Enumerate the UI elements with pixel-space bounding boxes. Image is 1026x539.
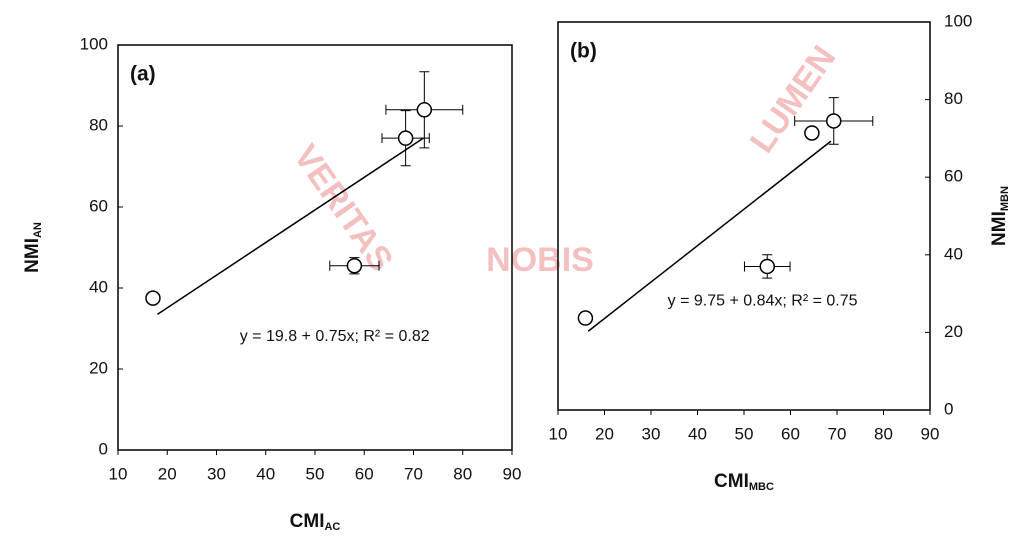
x-tick-label: 50 — [306, 464, 325, 483]
x-tick-label: 90 — [921, 424, 940, 443]
y-tick-label: 80 — [944, 89, 963, 108]
annotation: y = 9.75 + 0.84x; R² = 0.75 — [668, 293, 858, 310]
x-axis-title-main: CMI — [714, 471, 749, 492]
y-axis-title-main: NMI — [989, 211, 1010, 246]
x-tick-label: 20 — [158, 464, 177, 483]
y-axis-title: NMIMBN — [989, 186, 1011, 246]
x-tick-label: 70 — [828, 424, 847, 443]
fit-line — [587, 140, 832, 332]
y-tick-label: 40 — [944, 244, 963, 263]
y-tick-label: 100 — [80, 34, 108, 53]
x-axis-title-sub: MBC — [749, 481, 774, 493]
x-tick-label: 70 — [404, 464, 423, 483]
point — [577, 310, 594, 326]
x-tick-label: 20 — [595, 424, 614, 443]
point — [759, 258, 775, 275]
point — [145, 290, 161, 306]
y-axis-title-main: NMI — [22, 238, 43, 273]
point — [804, 125, 820, 141]
x-tick-label: 10 — [549, 424, 568, 443]
y-tick-label: 60 — [944, 167, 963, 186]
x-tick-label: 40 — [688, 424, 707, 443]
fit-line — [156, 137, 424, 315]
x-tick-label: 80 — [453, 464, 472, 483]
panel-label: (b) — [570, 40, 597, 63]
x-tick-label: 30 — [207, 464, 226, 483]
x-tick-label: 30 — [642, 424, 661, 443]
y-tick-label: 40 — [89, 277, 108, 296]
x-tick-label: 90 — [503, 464, 522, 483]
y-axis-title-sub: MBN — [999, 186, 1011, 211]
x-axis-title: CMIAC — [290, 511, 341, 533]
y-tick-label: 100 — [944, 11, 972, 30]
annotation: y = 19.8 + 0.75x; R² = 0.82 — [240, 328, 430, 345]
x-tick-label: 10 — [109, 464, 128, 483]
y-tick-label: 20 — [89, 358, 108, 377]
y-tick-label: 80 — [89, 115, 108, 134]
x-tick-label: 60 — [355, 464, 374, 483]
watermark: VERITAS — [286, 138, 400, 278]
x-tick-label: 60 — [781, 424, 800, 443]
point — [825, 113, 842, 129]
y-axis-title: NMIAN — [22, 222, 44, 273]
x-axis-title: CMIMBC — [714, 471, 774, 493]
y-tick-label: 60 — [89, 196, 108, 215]
y-tick-label: 0 — [944, 399, 953, 418]
y-tick-label: 0 — [99, 439, 108, 458]
point — [416, 102, 433, 118]
x-axis-title-sub: AC — [324, 521, 340, 533]
point — [346, 257, 363, 274]
y-axis-title-sub: AN — [32, 222, 44, 238]
point — [397, 130, 414, 146]
panel-label: (a) — [130, 63, 156, 86]
x-axis-title-main: CMI — [290, 511, 325, 532]
x-tick-label: 40 — [256, 464, 275, 483]
watermark: LUMEN — [743, 39, 843, 160]
x-tick-label: 50 — [735, 424, 754, 443]
watermark: NOBIS — [486, 241, 594, 279]
y-tick-label: 20 — [944, 322, 963, 341]
plot-frame — [117, 44, 513, 451]
plot-frame — [557, 21, 931, 411]
x-tick-label: 80 — [874, 424, 893, 443]
